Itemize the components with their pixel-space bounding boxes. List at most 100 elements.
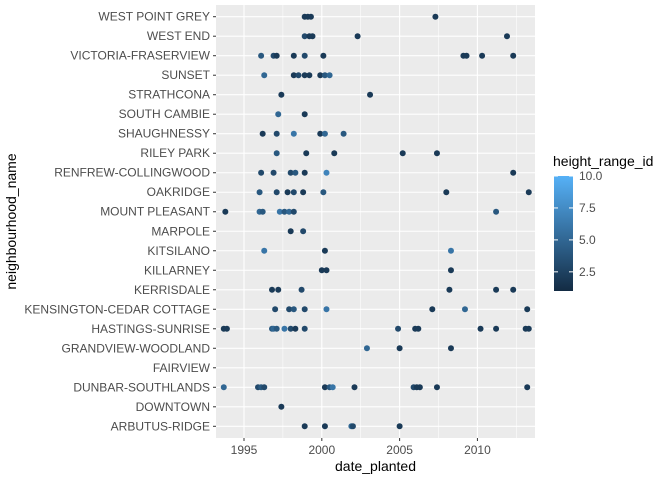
data-point: [275, 111, 282, 118]
legend-ticks: 2.5 5.0 7.5 10.0: [554, 169, 603, 279]
data-point: [317, 130, 324, 137]
data-point: [416, 384, 423, 391]
data-point: [432, 13, 439, 20]
data-point: [261, 72, 268, 79]
data-point: [270, 169, 277, 176]
data-point: [301, 52, 308, 59]
data-point: [281, 325, 288, 332]
data-point: [256, 189, 263, 196]
data-point: [278, 403, 285, 410]
data-point: [273, 325, 280, 332]
data-point: [318, 267, 325, 274]
data-point: [354, 33, 361, 40]
data-point: [525, 189, 532, 196]
y-axis: ARBUTUS-RIDGE DOWNTOWN DUNBAR-SOUTHLANDS FA…: [24, 10, 216, 433]
y-tick-label: KILLARNEY: [144, 263, 210, 277]
data-point: [447, 247, 454, 254]
y-tick-label: ARBUTUS-RIDGE: [111, 419, 210, 433]
data-point: [258, 52, 265, 59]
data-point: [298, 286, 305, 293]
data-point: [510, 169, 517, 176]
data-point: [331, 150, 338, 157]
data-point: [290, 52, 297, 59]
data-point: [351, 384, 358, 391]
y-tick-label: MARPOLE: [151, 224, 210, 238]
data-point: [447, 267, 454, 274]
data-point: [443, 189, 450, 196]
data-point: [301, 325, 308, 332]
legend-tick-label: 7.5: [579, 201, 596, 215]
x-tick-label: 2005: [386, 443, 413, 457]
data-point: [323, 169, 330, 176]
data-point: [433, 384, 440, 391]
data-point: [396, 423, 403, 430]
y-tick-label: SHAUGHNESSY: [118, 127, 210, 141]
data-point: [321, 72, 328, 79]
data-points: [220, 13, 532, 430]
data-point: [301, 111, 308, 118]
data-point: [503, 33, 510, 40]
y-tick-label: STRATHCONA: [128, 88, 210, 102]
data-point: [272, 306, 279, 313]
legend-tick-label: 10.0: [579, 169, 603, 183]
data-point: [301, 169, 308, 176]
data-point: [258, 169, 265, 176]
y-tick-label: GRANDVIEW-WOODLAND: [62, 341, 211, 355]
legend-tick-label: 5.0: [579, 233, 596, 247]
data-point: [399, 150, 406, 157]
data-point: [349, 423, 356, 430]
data-point: [275, 286, 282, 293]
data-point: [301, 306, 308, 313]
data-point: [273, 52, 280, 59]
data-point: [261, 247, 268, 254]
data-point: [321, 423, 328, 430]
y-tick-label: KERRISDALE: [134, 283, 210, 297]
x-axis: 1995 2000 2005 2010: [231, 438, 491, 457]
data-point: [524, 384, 531, 391]
y-tick-label: HASTINGS-SUNRISE: [91, 322, 210, 336]
x-tick-label: 1995: [231, 443, 258, 457]
y-tick-label: KENSINGTON-CEDAR COTTAGE: [24, 302, 210, 316]
data-point: [396, 345, 403, 352]
data-point: [273, 130, 280, 137]
data-point: [320, 189, 327, 196]
data-point: [290, 208, 297, 215]
legend-title: height_range_id: [553, 153, 653, 169]
color-legend: height_range_id 2.5 5.0 7.5 10.0: [553, 153, 653, 291]
data-point: [301, 33, 308, 40]
data-point: [317, 72, 324, 79]
x-tick-label: 2000: [308, 443, 335, 457]
data-point: [447, 345, 454, 352]
data-point: [433, 150, 440, 157]
data-point: [309, 33, 316, 40]
y-tick-label: SOUTH CAMBIE: [119, 107, 210, 121]
data-point: [261, 384, 268, 391]
data-point: [300, 228, 307, 235]
data-point: [290, 130, 297, 137]
data-point: [524, 306, 531, 313]
y-tick-label: KITSILANO: [147, 244, 210, 258]
y-tick-label: DOWNTOWN: [136, 400, 210, 414]
data-point: [510, 286, 517, 293]
y-tick-label: SUNSET: [161, 68, 210, 82]
data-point: [287, 325, 294, 332]
data-point: [321, 247, 328, 254]
data-point: [323, 306, 330, 313]
data-point: [321, 130, 328, 137]
legend-tick-label: 2.5: [579, 265, 596, 279]
data-point: [281, 208, 288, 215]
data-point: [395, 325, 402, 332]
data-point: [259, 130, 266, 137]
data-point: [340, 130, 347, 137]
data-point: [284, 189, 291, 196]
data-point: [415, 325, 422, 332]
data-point: [278, 91, 285, 98]
x-tick-label: 2010: [464, 443, 491, 457]
data-point: [300, 189, 307, 196]
y-tick-label: WEST END: [147, 29, 210, 43]
data-point: [276, 208, 283, 215]
data-point: [292, 169, 299, 176]
legend-colorbar: [554, 176, 573, 291]
data-point: [493, 286, 500, 293]
